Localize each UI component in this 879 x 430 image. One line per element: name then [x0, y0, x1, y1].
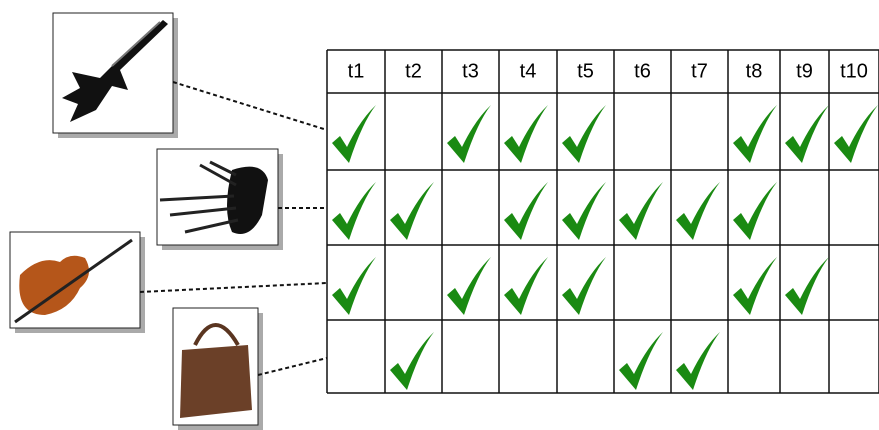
column-header: t3 [462, 60, 479, 82]
checkmark [332, 257, 376, 315]
checkmark [562, 182, 606, 240]
column-header: t10 [840, 60, 868, 82]
checkmark [733, 182, 777, 240]
checkmark [332, 182, 376, 240]
column-header: t2 [405, 60, 422, 82]
connector [257, 357, 328, 376]
checkmark [834, 105, 878, 163]
checkmark [676, 182, 720, 240]
checkmark [619, 182, 663, 240]
checkmark [562, 257, 606, 315]
checkmark [447, 257, 491, 315]
checkmark [504, 182, 548, 240]
table: t1 t2 t3 t4 t5 t6 t7 t8 t9 t10 [326, 49, 879, 394]
column-header: t9 [796, 60, 813, 82]
column-header: t1 [348, 60, 365, 82]
checkmark [447, 105, 491, 163]
checkmark [390, 332, 434, 390]
handbag-picture [172, 307, 263, 430]
checkmark [562, 105, 606, 163]
connector [139, 282, 328, 293]
column-header: t7 [691, 60, 708, 82]
bagpipes-picture [156, 148, 283, 250]
checkmark [332, 105, 376, 163]
checkmark [785, 105, 829, 163]
column-header: t5 [577, 60, 594, 82]
checkmark [733, 105, 777, 163]
connector [172, 81, 328, 131]
column-header: t6 [634, 60, 651, 82]
checkmark [676, 332, 720, 390]
checkmark [619, 332, 663, 390]
column-header: t8 [746, 60, 763, 82]
checkmark [733, 257, 777, 315]
checkmark [390, 182, 434, 240]
checkmark [504, 257, 548, 315]
guitar-picture [52, 12, 178, 138]
column-header: t4 [520, 60, 537, 82]
checkmark [785, 257, 829, 315]
checkmark [504, 105, 548, 163]
connectors [139, 81, 328, 376]
cello-picture [9, 231, 145, 333]
